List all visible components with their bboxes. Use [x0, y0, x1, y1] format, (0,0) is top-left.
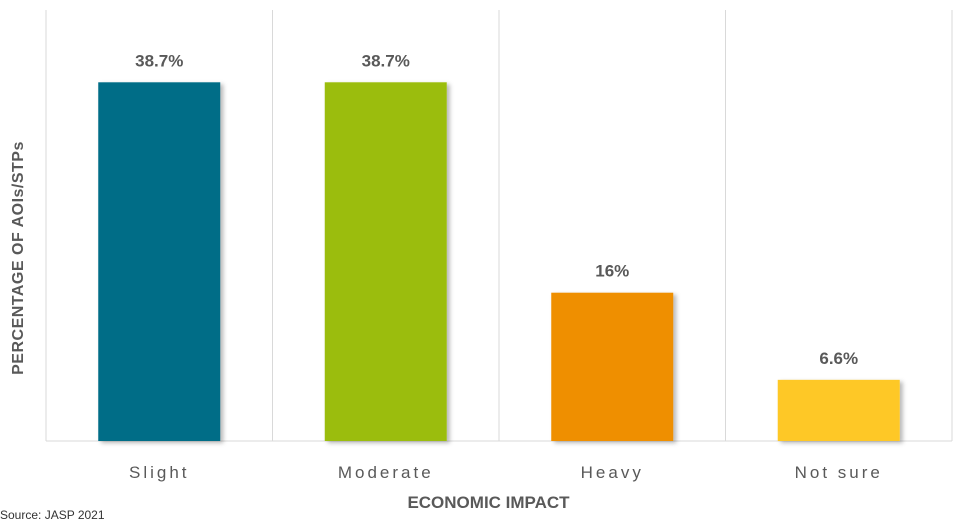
data-label: 38.7%: [362, 51, 410, 70]
data-label: 6.6%: [819, 349, 858, 368]
y-axis-title: PERCENTAGE OF AOIs/STPs: [10, 141, 27, 375]
x-tick-label: Moderate: [338, 463, 434, 482]
x-tick-label: Not sure: [795, 463, 883, 482]
bars: [98, 82, 900, 441]
data-label: 16%: [595, 262, 629, 281]
bar-heavy: [551, 292, 674, 441]
x-axis-title: ECONOMIC IMPACT: [407, 493, 570, 512]
x-tick-label: Heavy: [581, 463, 644, 482]
source-note: Source: JASP 2021: [0, 508, 105, 522]
bar-not-sure: [777, 379, 900, 441]
x-tick-labels: Slight Moderate Heavy Not sure: [129, 463, 883, 482]
data-labels: 38.7% 38.7% 16% 6.6%: [135, 51, 858, 368]
x-tick-label: Slight: [129, 463, 190, 482]
data-label: 38.7%: [135, 51, 183, 70]
bar-slight: [98, 82, 221, 441]
bar-moderate: [324, 82, 447, 441]
